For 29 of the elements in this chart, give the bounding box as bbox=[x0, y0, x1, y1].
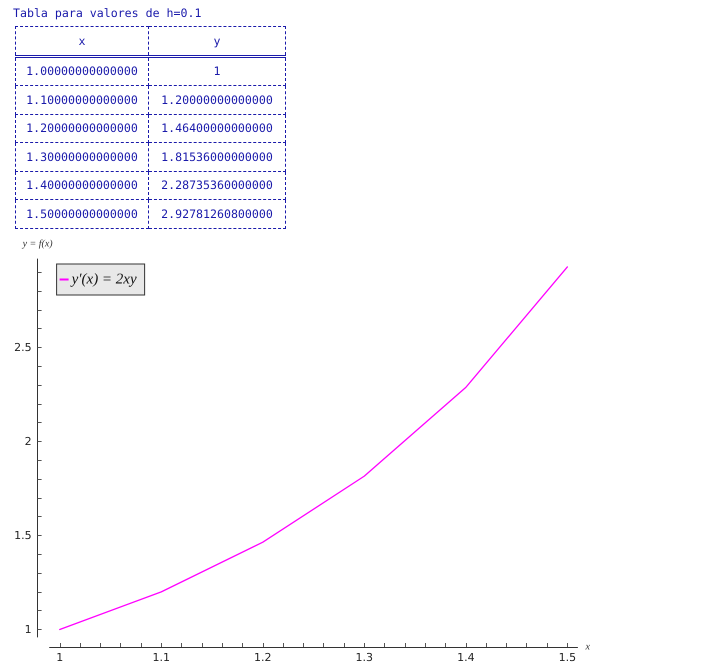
text: x bbox=[16, 26, 148, 56]
line-series bbox=[59, 266, 568, 630]
category-label: 1.30000000000000 bbox=[16, 142, 148, 171]
category-label: 1.20000000000000 bbox=[148, 86, 286, 114]
y-tick-label: 1.5 bbox=[14, 528, 32, 542]
x-tick-label: 1.3 bbox=[356, 651, 374, 664]
y-tick-label: 1 bbox=[24, 622, 32, 636]
category-label: 1.40000000000000 bbox=[16, 171, 148, 200]
legend-label: y′(x) = 2xy bbox=[70, 272, 137, 288]
x-tick-label: 1.2 bbox=[254, 651, 272, 664]
text: 1 bbox=[214, 64, 220, 78]
x-tick-label: 1.4 bbox=[457, 651, 475, 664]
x-tick-label: 1.1 bbox=[152, 651, 170, 664]
text: 2.28735360000000 bbox=[161, 178, 273, 192]
y-axis-title: y = f(x) bbox=[22, 238, 54, 250]
category-label: 1.50000000000000 bbox=[16, 200, 148, 228]
y-tick-label: 2.5 bbox=[14, 340, 32, 354]
text: 1.81536000000000 bbox=[161, 150, 273, 164]
category-label: 1.00000000000000 bbox=[16, 56, 148, 86]
y-tick-label: 2 bbox=[24, 434, 32, 448]
category-label: 1.10000000000000 bbox=[16, 86, 148, 114]
x-tick-label: 1.5 bbox=[558, 651, 576, 664]
x-tick-label: 1 bbox=[56, 651, 64, 664]
text: y bbox=[148, 26, 286, 56]
category-label: 1.20000000000000 bbox=[26, 121, 138, 136]
x-axis-title: x bbox=[584, 642, 590, 652]
text: 1.46400000000000 bbox=[161, 121, 273, 136]
text: 2.92781260800000 bbox=[161, 206, 273, 221]
text: Tabla para valores de h=0.1 bbox=[13, 5, 202, 22]
